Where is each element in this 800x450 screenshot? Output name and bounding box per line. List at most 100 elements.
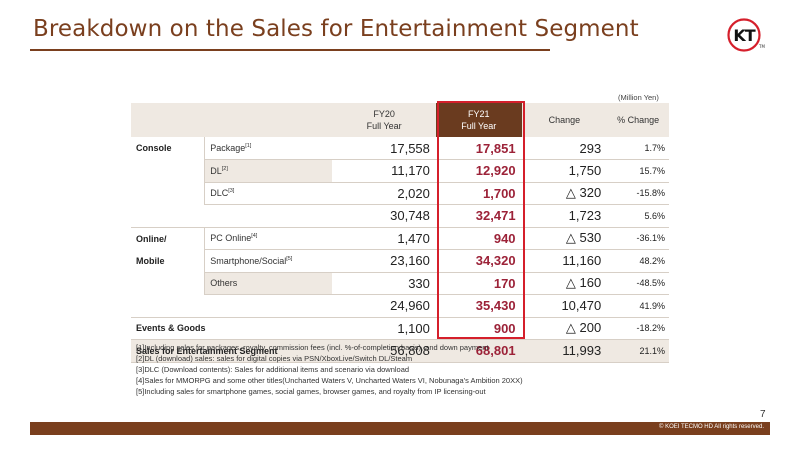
segment-label: Console xyxy=(136,143,172,154)
sub-text: Others xyxy=(210,278,238,289)
change-value: △ 200 xyxy=(521,317,608,340)
pct-change-value: -15.8% xyxy=(607,182,669,205)
segment-label xyxy=(131,160,205,183)
table-row: Online/ PC Online[4] 1,470 940 △ 530 -36… xyxy=(131,227,669,250)
table-row-subtotal: 30,748 32,471 1,723 5.6% xyxy=(131,204,669,228)
subcategory-label: Smartphone/Social[5] xyxy=(204,249,333,273)
fy21-value: 68,801 xyxy=(435,339,522,363)
footnote-ref: [2] xyxy=(221,165,228,172)
subcategory-label: DL[2] xyxy=(204,159,333,183)
table-row: DL[2] 11,170 12,920 1,750 15.7% xyxy=(131,159,669,183)
sub-text: PC Online xyxy=(210,233,252,244)
footnote: [2]DL (download) sales: sales for digita… xyxy=(136,354,413,363)
page-number: 7 xyxy=(760,409,766,420)
pct-change-value: 21.1% xyxy=(607,339,669,363)
fy20-value: 1,100 xyxy=(332,317,436,340)
sub-text: Package xyxy=(210,143,246,153)
pct-change-value: 41.9% xyxy=(607,294,669,318)
header-fy21-line2: Full Year xyxy=(461,121,497,131)
fy20-value: 2,020 xyxy=(332,182,436,205)
copyright: © KOEI TECMO HD All rights reserved. xyxy=(658,424,764,430)
sub-text: Smartphone/Social xyxy=(210,255,287,266)
change-value: △ 320 xyxy=(521,182,608,205)
change-value: 10,470 xyxy=(521,294,608,318)
change-value: 293 xyxy=(521,137,608,160)
header-change: Change xyxy=(521,103,608,137)
fy21-value: 170 xyxy=(435,272,522,295)
pct-change-value: -48.5% xyxy=(607,272,669,295)
fy20-value: 23,160 xyxy=(332,249,436,273)
segment-label xyxy=(131,182,205,205)
header-fy20: FY20 Full Year xyxy=(332,103,436,137)
change-value: △ 530 xyxy=(521,227,608,250)
subcategory-label xyxy=(204,204,333,228)
change-value: 11,160 xyxy=(521,249,608,273)
fy20-value: 330 xyxy=(332,272,436,295)
segment-label xyxy=(131,272,205,295)
footer-bar xyxy=(30,422,770,435)
pct-change-value: -18.2% xyxy=(607,317,669,340)
footnote-ref: [1] xyxy=(245,143,252,149)
fy21-value: 32,471 xyxy=(435,204,522,228)
pct-change-value: 15.7% xyxy=(607,159,669,183)
footnote: [1]Including sales for packages, royalty… xyxy=(136,343,489,352)
header-fy21-line1: FY21 xyxy=(467,109,490,119)
change-value: 11,993 xyxy=(521,339,608,363)
fy20-value: 1,470 xyxy=(332,227,436,250)
fy21-value: 34,320 xyxy=(435,249,522,273)
table-row: Others 330 170 △ 160 -48.5% xyxy=(131,272,669,295)
subcategory-label: PC Online[4] xyxy=(204,227,333,250)
subcategory-label: Package[1] xyxy=(204,137,333,160)
fy20-value: 24,960 xyxy=(332,294,436,318)
subcategory-label: Others xyxy=(204,272,333,295)
segment-label: Sales for Entertainment Segment xyxy=(131,339,333,363)
header-pct-change: % Change xyxy=(607,103,669,137)
change-value: 1,723 xyxy=(521,204,608,228)
subcategory-label xyxy=(204,294,333,318)
segment-label xyxy=(131,204,205,228)
pct-change-value: 48.2% xyxy=(607,249,669,273)
table-row-subtotal: 24,960 35,430 10,470 41.9% xyxy=(131,294,669,318)
table-row: Events & Goods 1,100 900 △ 200 -18.2% xyxy=(131,317,669,340)
table-row-total: Sales for Entertainment Segment 56,808 6… xyxy=(131,339,669,363)
pct-change-value: 1.7% xyxy=(607,137,669,160)
fy21-value: 940 xyxy=(435,227,522,250)
table-row: Console Package[1] 17,558 17,851 293 1.7… xyxy=(131,137,669,160)
segment-label: Events & Goods xyxy=(131,317,333,340)
unit-label: (Million Yen) xyxy=(618,93,659,102)
fy21-value: 35,430 xyxy=(435,294,522,318)
fy21-value: 900 xyxy=(435,317,522,340)
fy20-value: 17,558 xyxy=(332,137,436,160)
sub-text: DL xyxy=(210,165,222,176)
header-fy20-line1: FY20 xyxy=(373,109,395,119)
segment-label xyxy=(131,294,205,318)
koei-tecmo-logo: KT TM xyxy=(727,18,765,52)
table-row: Mobile Smartphone/Social[5] 23,160 34,32… xyxy=(131,249,669,273)
segment-label: Online/ xyxy=(136,233,167,244)
footnote-ref: [5] xyxy=(286,255,293,262)
fy21-value: 12,920 xyxy=(435,159,522,183)
pct-change-value: 5.6% xyxy=(607,204,669,228)
subcategory-label: DLC[3] xyxy=(204,182,333,205)
change-value: △ 160 xyxy=(521,272,608,295)
logo-text: KT xyxy=(733,26,755,45)
page-title: Breakdown on the Sales for Entertainment… xyxy=(33,16,639,42)
pct-change-value: -36.1% xyxy=(607,227,669,250)
fy20-value: 56,808 xyxy=(332,339,436,363)
table-header-row: FY20 Full Year FY21 Full Year Change % Cha… xyxy=(131,103,669,137)
header-fy21: FY21 Full Year xyxy=(435,103,522,137)
fy21-value: 1,700 xyxy=(435,182,522,205)
title-underline xyxy=(30,49,550,51)
fy20-value: 11,170 xyxy=(332,159,436,183)
footnote-ref: [3] xyxy=(228,188,235,195)
footnotes: [1]Including sales for packages, royalty… xyxy=(136,342,523,397)
header-fy20-line2: Full Year xyxy=(366,121,402,131)
header-blank xyxy=(131,103,333,137)
change-value: 1,750 xyxy=(521,159,608,183)
sub-text: DLC xyxy=(210,188,229,199)
fy21-value: 17,851 xyxy=(435,137,522,160)
footnote-ref: [4] xyxy=(251,233,258,240)
table-row: DLC[3] 2,020 1,700 △ 320 -15.8% xyxy=(131,182,669,205)
sales-table: FY20 Full Year FY21 Full Year Change % Cha… xyxy=(131,103,669,363)
footnote: [5]Including sales for smartphone games,… xyxy=(136,387,486,396)
